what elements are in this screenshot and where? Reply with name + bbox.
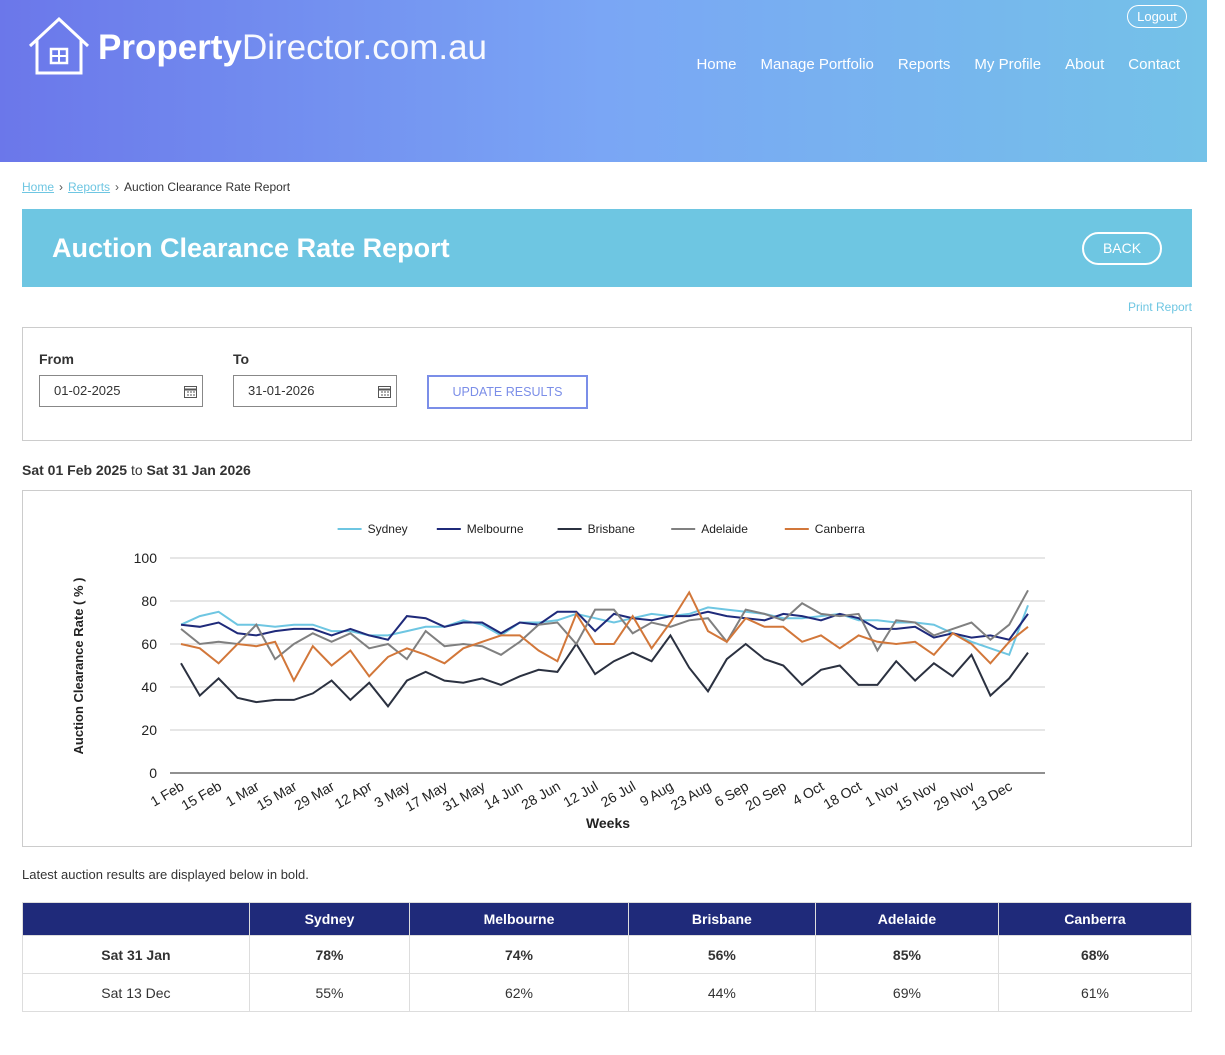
x-tick-label: 18 Oct <box>820 778 864 813</box>
range-start: Sat 01 Feb 2025 <box>22 462 128 478</box>
x-tick-label: 12 Jul <box>560 778 600 811</box>
table-cell: 69% <box>814 973 999 1012</box>
x-tick-label: 26 Jul <box>598 778 638 811</box>
x-tick-label: 15 Feb <box>178 778 224 814</box>
table-header-cell: Adelaide <box>814 902 999 936</box>
x-tick-label: 4 Oct <box>789 778 826 809</box>
table-header-cell: Melbourne <box>409 902 629 936</box>
y-tick-label: 60 <box>141 636 157 652</box>
to-label: To <box>233 351 250 367</box>
nav-link[interactable]: Contact <box>1128 56 1180 73</box>
x-tick-label: 15 Nov <box>893 778 939 814</box>
table-cell: 78% <box>248 935 411 974</box>
note: Latest auction results are displayed bel… <box>22 867 309 882</box>
logo[interactable]: PropertyDirector.com.au <box>98 28 487 68</box>
y-tick-label: 20 <box>141 722 157 738</box>
series-line <box>180 610 1029 641</box>
breadcrumb-separator: › <box>115 180 120 194</box>
from-value: 01-02-2025 <box>54 383 121 398</box>
filter-panel: From 01-02-2025 To 31-01-2026 UPDATE RES… <box>22 327 1192 441</box>
legend-label: Melbourne <box>467 522 524 536</box>
breadcrumb: Home › Reports › Auction Clearance Rate Repo… <box>22 180 290 194</box>
series-line <box>180 590 1029 683</box>
table-header-cell: Canberra <box>997 902 1193 936</box>
legend-label: Brisbane <box>588 522 636 536</box>
nav-link[interactable]: Manage Portfolio <box>760 56 874 73</box>
page-title: Auction Clearance Rate Report <box>52 233 450 263</box>
calendar-icon <box>378 386 391 398</box>
row-label: Sat 31 Jan <box>22 935 250 974</box>
y-tick-label: 40 <box>141 679 157 695</box>
series-line <box>180 589 1029 661</box>
y-tick-label: 0 <box>149 765 157 781</box>
nav-link[interactable]: About <box>1065 56 1105 73</box>
breadcrumb-item: Auction Clearance Rate Report <box>124 180 291 194</box>
nav-link[interactable]: Home <box>696 56 737 73</box>
x-tick-label: 23 Aug <box>668 778 714 814</box>
header: PropertyDirector.com.au Logout Home Manag… <box>0 0 1207 162</box>
table-header-cell: Brisbane <box>627 902 816 936</box>
legend-label: Canberra <box>815 522 865 536</box>
logout-button[interactable]: Logout <box>1127 5 1187 28</box>
table-cell: 44% <box>627 973 816 1012</box>
series-line <box>180 604 1029 657</box>
table-header-row: Sydney Melbourne Brisbane Adelaide Canberra <box>22 902 1193 936</box>
x-tick-label: 13 Dec <box>968 778 1014 814</box>
to-value: 31-01-2026 <box>248 383 315 398</box>
x-tick-label: 28 Jun <box>519 778 563 813</box>
table-row: Sat 13 Dec 55% 62% 44% 69% 61% <box>22 973 1193 1012</box>
x-tick-label: 17 May <box>402 778 450 815</box>
back-button[interactable]: BACK <box>1082 232 1162 265</box>
table-cell: 56% <box>627 935 816 974</box>
breadcrumb-item[interactable]: Home <box>22 180 55 194</box>
breadcrumb-separator: › <box>59 180 64 194</box>
legend-label: Sydney <box>368 522 408 536</box>
calendar-icon <box>184 386 197 398</box>
table-header-cell <box>22 902 250 936</box>
x-axis-title: Weeks <box>586 815 630 831</box>
logo-bold: Property <box>98 28 242 67</box>
print-link[interactable]: Print Report <box>1127 300 1192 314</box>
chart-panel: Weeks Auction Clearance Rate ( % ) 0 20 40… <box>22 490 1192 847</box>
row-label: Sat 13 Dec <box>22 973 250 1012</box>
x-tick-label: 29 Mar <box>291 778 337 814</box>
breadcrumb-item[interactable]: Reports <box>68 180 111 194</box>
nav: Home Manage Portfolio Reports My Profile Abo… <box>696 56 1180 73</box>
table-cell: 68% <box>997 935 1193 974</box>
table-row: Sat 31 Jan 78% 74% 56% 85% 68% <box>22 935 1193 974</box>
to-input[interactable]: 31-01-2026 <box>233 375 397 407</box>
update-button[interactable]: UPDATE RESULTS <box>427 375 588 409</box>
date-range: Sat 01 Feb 2025 to Sat 31 Jan 2026 <box>22 462 251 478</box>
x-tick-label: 29 Nov <box>931 778 977 814</box>
range-end: Sat 31 Jan 2026 <box>146 462 251 478</box>
x-tick-label: 20 Sep <box>742 778 789 814</box>
table-cell: 55% <box>248 973 411 1012</box>
results-table: Sydney Melbourne Brisbane Adelaide Canberra S… <box>22 902 1193 1012</box>
logo-icon <box>28 16 90 75</box>
y-tick-label: 80 <box>141 593 157 609</box>
nav-link[interactable]: Reports <box>897 56 951 73</box>
x-tick-label: 14 Jun <box>481 778 525 813</box>
x-tick-label: 31 May <box>440 778 488 815</box>
table-header-cell: Sydney <box>248 902 411 936</box>
title-bar: Auction Clearance Rate Report BACK <box>22 209 1192 287</box>
nav-link[interactable]: My Profile <box>974 56 1042 73</box>
legend-label: Adelaide <box>701 522 748 536</box>
x-tick-label: 15 Mar <box>254 778 300 814</box>
from-input[interactable]: 01-02-2025 <box>39 375 203 407</box>
y-tick-label: 100 <box>134 550 158 566</box>
table-cell: 74% <box>409 935 629 974</box>
range-joiner: to <box>130 462 143 478</box>
x-tick-label: 12 Apr <box>332 778 375 812</box>
y-axis-title: Auction Clearance Rate ( % ) <box>71 578 86 755</box>
table-cell: 85% <box>814 935 999 974</box>
logo-light: Director.com.au <box>241 28 488 67</box>
table-cell: 61% <box>997 973 1193 1012</box>
table-cell: 62% <box>409 973 629 1012</box>
series-line <box>180 633 1029 708</box>
from-label: From <box>39 351 74 367</box>
chart: Weeks Auction Clearance Rate ( % ) 0 20 40… <box>71 522 1045 831</box>
